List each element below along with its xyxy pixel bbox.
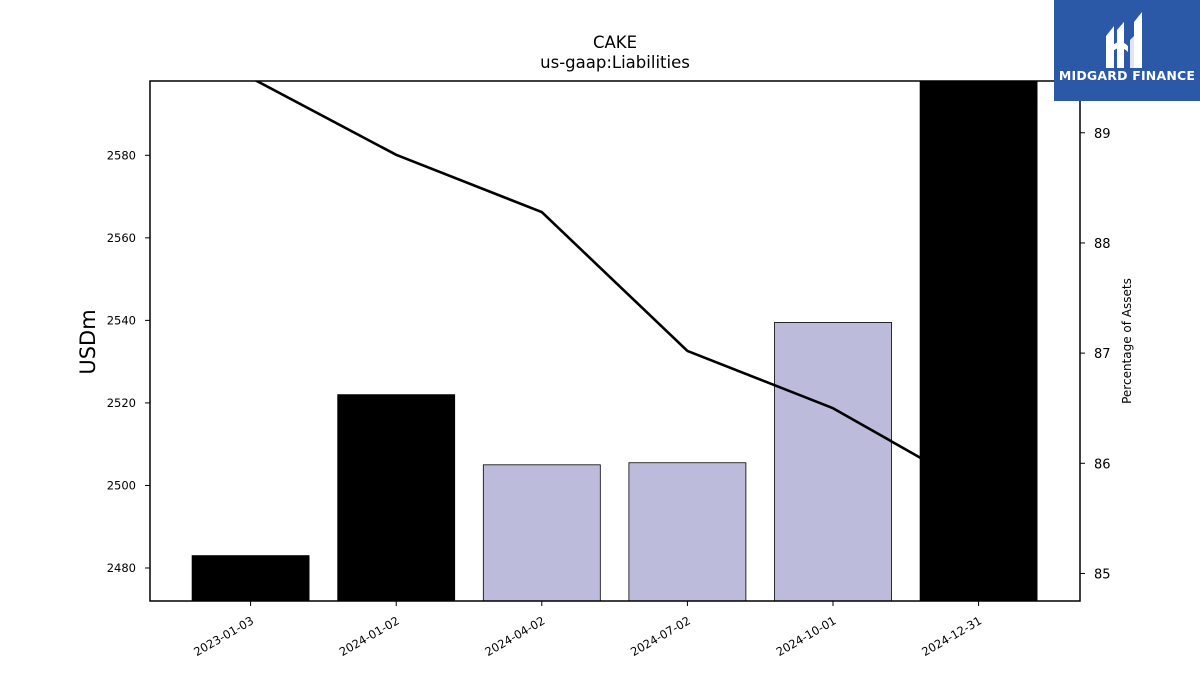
bar-2023-01-03 xyxy=(191,555,310,601)
chart-title: CAKE xyxy=(593,33,637,52)
bar-2024-10-01 xyxy=(774,322,892,601)
logo-mark-icon xyxy=(1106,12,1142,68)
y-tick-label: 2520 xyxy=(107,396,136,410)
x-tick-label: 2024-12-31 xyxy=(919,613,984,659)
x-tick-label: 2024-10-01 xyxy=(774,613,839,659)
y-tick-label: 2560 xyxy=(107,231,136,245)
bar-2024-12-31 xyxy=(919,81,1038,601)
y2-tick-label: 88 xyxy=(1094,237,1111,252)
plot-frame xyxy=(149,80,1081,602)
y2-axis-label: Percentage of Assets xyxy=(1120,278,1134,404)
chart-subtitle: us-gaap:Liabilities xyxy=(540,53,690,72)
x-tick-label: 2024-07-02 xyxy=(628,613,693,659)
logo-text: MIDGARD FINANCE xyxy=(1058,68,1196,83)
x-tick-label: 2024-01-02 xyxy=(337,613,402,659)
y-tick-label: 2540 xyxy=(107,313,136,327)
y-tick-label: 2480 xyxy=(107,561,136,575)
y-tick-label: 2580 xyxy=(107,148,136,162)
y2-tick-label: 86 xyxy=(1094,457,1111,472)
y-axis-label: USDm xyxy=(76,309,100,374)
y2-tick-label: 87 xyxy=(1094,347,1111,362)
brand-logo: MIDGARD FINANCE xyxy=(1054,0,1200,101)
y-tick-label: 2500 xyxy=(107,478,136,492)
bar-2024-01-02 xyxy=(337,394,456,601)
y2-tick-label: 89 xyxy=(1094,127,1111,142)
bar-2024-07-02 xyxy=(628,462,747,601)
x-tick-label: 2024-04-02 xyxy=(482,613,547,659)
bar-2024-04-02 xyxy=(482,464,601,601)
x-tick-label: 2023-01-03 xyxy=(191,613,256,659)
series-line xyxy=(254,81,980,492)
y2-tick-label: 85 xyxy=(1094,567,1111,582)
